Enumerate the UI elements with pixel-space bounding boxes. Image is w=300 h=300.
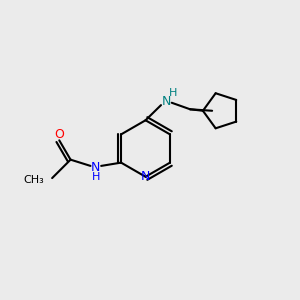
Text: O: O [54,128,64,142]
Text: N: N [141,170,150,183]
Text: H: H [169,88,177,98]
Text: N: N [91,160,101,174]
Text: N: N [162,95,171,108]
Text: H: H [92,172,100,182]
Text: CH₃: CH₃ [23,175,44,184]
